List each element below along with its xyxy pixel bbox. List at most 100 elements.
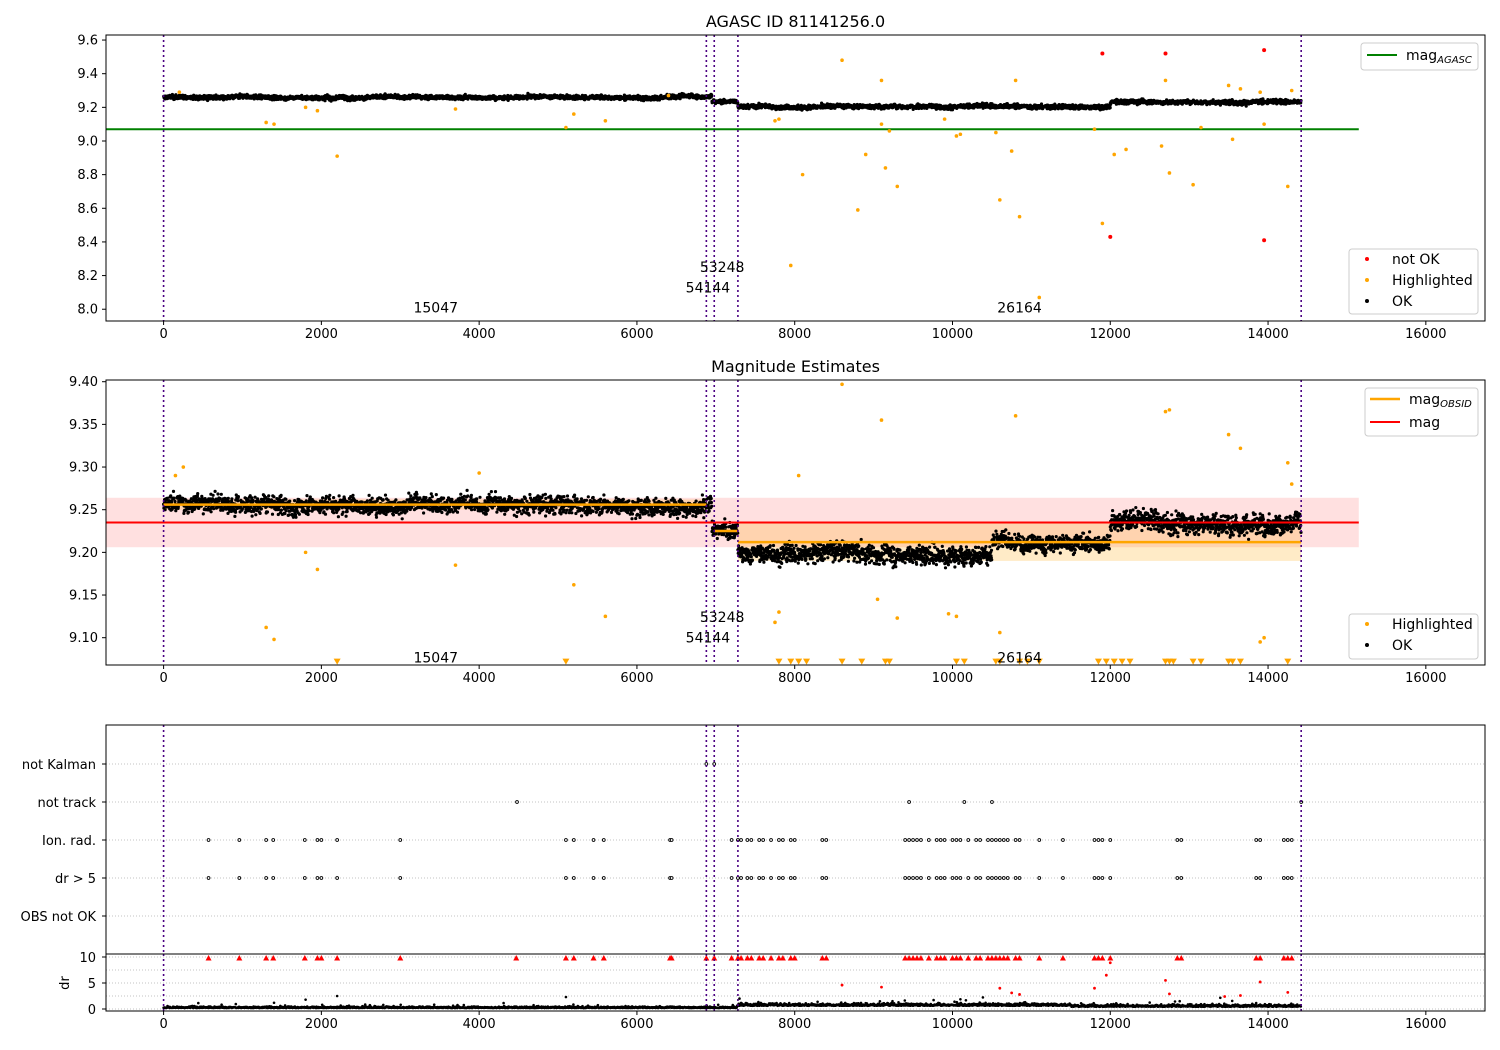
ok-point	[211, 493, 215, 497]
obsid-label: 53248	[700, 260, 745, 276]
highlighted-point	[335, 154, 339, 158]
ok-point	[233, 514, 237, 519]
highlighted-point	[883, 166, 888, 170]
highlighted-point	[1112, 152, 1117, 157]
highlighted-point	[1013, 78, 1018, 83]
ok-point	[216, 492, 220, 496]
highlighted-point	[994, 130, 998, 135]
highlighted-point	[1092, 127, 1097, 132]
legend-agasc-sub: AGASC	[1436, 55, 1472, 66]
ok-point	[1244, 104, 1248, 108]
not-ok-point	[1262, 48, 1267, 53]
highlighted-point	[315, 108, 320, 113]
y-tick-label: 9.6	[77, 34, 98, 49]
x-tick-label: 10000	[932, 327, 973, 342]
highlighted-point	[1100, 221, 1105, 226]
highlighted-point	[1037, 295, 1042, 300]
ok-point	[212, 507, 216, 511]
not-ok-point	[1108, 234, 1113, 239]
ok-point	[213, 489, 217, 493]
highlighted-point	[773, 119, 777, 123]
highlighted-point	[1163, 78, 1168, 83]
highlighted-point	[1159, 144, 1164, 148]
y-tick-label: 9.4	[77, 67, 98, 82]
legend-label: not OK	[1392, 252, 1440, 268]
ok-point	[173, 499, 177, 504]
highlighted-point	[603, 119, 608, 123]
highlighted-point	[1167, 171, 1172, 175]
x-tick-label: 14000	[1247, 327, 1288, 342]
ok-point	[201, 512, 205, 516]
x-tick-label: 12000	[1090, 327, 1131, 342]
highlighted-point	[572, 112, 576, 116]
ok-point	[236, 495, 240, 499]
highlighted-point	[1258, 90, 1262, 94]
highlighted-point	[788, 263, 793, 268]
x-tick-label: 6000	[620, 327, 653, 342]
ok-point	[230, 497, 234, 501]
obsid-label: 54144	[686, 280, 731, 296]
panel-1-plot	[106, 35, 1359, 321]
highlighted-point	[1199, 125, 1203, 130]
ok-point	[323, 99, 327, 103]
x-tick-label: 2000	[305, 327, 338, 342]
ok-point	[1108, 106, 1112, 110]
highlighted-point	[1017, 214, 1022, 219]
panel-1-title: AGASC ID 81141256.0	[706, 12, 885, 31]
highlighted-point	[1262, 122, 1266, 126]
highlighted-point	[1285, 184, 1290, 189]
legend-mag-word: mag	[1406, 48, 1437, 64]
legend-label: Highlighted	[1392, 273, 1473, 289]
ok-point	[251, 498, 255, 502]
highlighted-point	[303, 105, 308, 110]
highlighted-point	[264, 120, 268, 125]
ok-point	[171, 489, 176, 493]
not-ok-point	[1262, 238, 1267, 243]
ok-point	[710, 93, 714, 97]
highlighted-point	[1124, 147, 1128, 152]
highlighted-point	[1191, 182, 1195, 187]
x-tick-label: 8000	[778, 327, 811, 342]
x-tick-label: 0	[159, 327, 167, 342]
y-tick-label: 8.8	[77, 168, 98, 183]
ok-point	[209, 510, 213, 514]
ok-point	[172, 496, 176, 500]
highlighted-point	[453, 107, 458, 111]
highlighted-point	[1230, 137, 1235, 142]
highlighted-point	[1289, 88, 1294, 93]
highlighted-point	[840, 58, 844, 63]
x-tick-label: 4000	[463, 327, 496, 342]
highlighted-point	[177, 90, 182, 94]
ok-point	[236, 499, 240, 503]
ok-point	[169, 500, 174, 504]
highlighted-point	[958, 132, 963, 137]
highlighted-point	[895, 184, 900, 189]
not-ok-point	[1163, 51, 1168, 56]
not-ok-point	[1100, 51, 1105, 56]
obsid-label: 26164	[997, 301, 1042, 317]
ok-point	[186, 510, 191, 514]
y-tick-label: 8.2	[77, 269, 98, 284]
legend-label: OK	[1392, 294, 1413, 310]
ok-point	[226, 499, 231, 503]
highlighted-point	[879, 122, 884, 126]
legend-marker	[1365, 257, 1369, 261]
obsid-label: 15047	[413, 301, 458, 317]
highlighted-point	[1226, 83, 1231, 88]
ok-point	[226, 496, 230, 500]
y-tick-label: 8.0	[77, 303, 98, 318]
highlighted-point	[800, 172, 805, 177]
highlighted-point	[887, 129, 892, 133]
highlighted-point	[564, 125, 568, 130]
ok-point	[174, 509, 178, 513]
ok-point	[234, 510, 238, 514]
highlighted-point	[666, 93, 671, 98]
legend-marker	[1365, 278, 1369, 282]
y-tick-label: 9.2	[77, 101, 98, 116]
legend-marker	[1365, 299, 1369, 303]
ok-point	[219, 492, 223, 496]
highlighted-point	[1238, 87, 1243, 91]
highlighted-point	[863, 152, 868, 157]
x-tick-label: 16000	[1405, 327, 1446, 342]
